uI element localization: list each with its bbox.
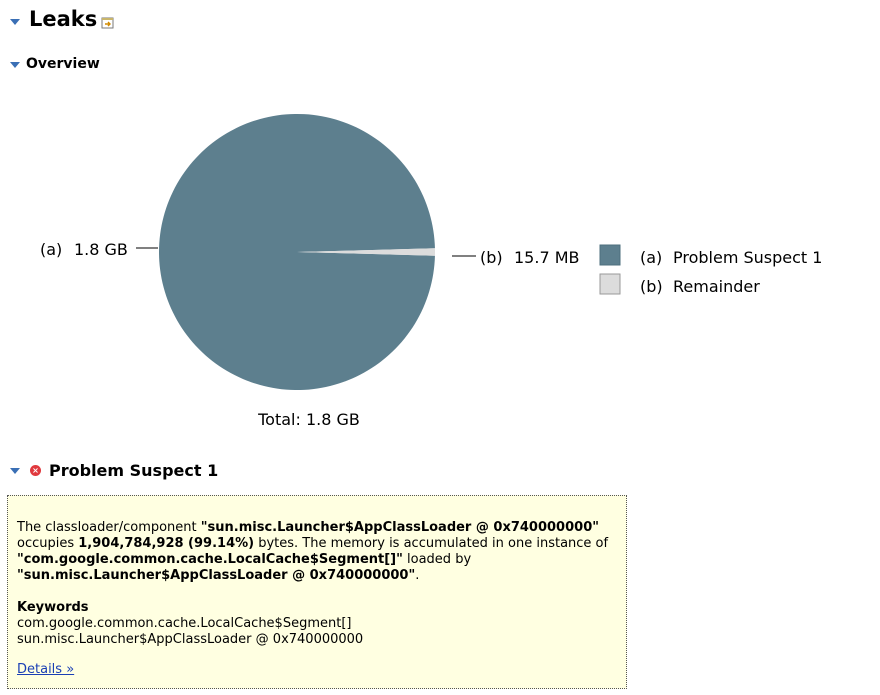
chart-total: Total: 1.8 GB	[257, 410, 360, 429]
slice-label-b-value: 15.7 MB	[514, 248, 580, 267]
pie-chart: (a) 1.8 GB (b) 15.7 MB Total: 1.8 GB (a)…	[40, 113, 822, 429]
section-title-overview: Overview	[26, 56, 100, 72]
keywords-title: Keywords	[17, 600, 89, 615]
legend-letter-b: (b)	[640, 277, 663, 296]
desc-instance-class: "com.google.common.cache.LocalCache$Segm…	[17, 552, 403, 567]
keyword-item: com.google.common.cache.LocalCache$Segme…	[17, 616, 352, 631]
desc-text: occupies	[17, 536, 79, 551]
pie-slice-remainder	[297, 248, 435, 256]
keyword-item: sun.misc.Launcher$AppClassLoader @ 0x740…	[17, 632, 364, 647]
page-title: Leaks	[29, 7, 98, 31]
slice-label-a-value: 1.8 GB	[74, 240, 128, 259]
collapse-overview-icon[interactable]	[10, 62, 20, 68]
desc-loader: "sun.misc.Launcher$AppClassLoader @ 0x74…	[17, 568, 416, 583]
section-title-problem-suspect: Problem Suspect 1	[49, 461, 219, 480]
legend-swatch-a	[599, 244, 621, 266]
details-link[interactable]: Details »	[17, 662, 75, 677]
desc-bytes: 1,904,784,928 (99.14%)	[78, 536, 255, 551]
desc-text: loaded by	[402, 552, 472, 567]
legend-swatch-b	[599, 273, 621, 295]
collapse-leaks-icon[interactable]	[10, 19, 20, 25]
desc-text: The classloader/component	[17, 520, 201, 535]
desc-text: bytes. The memory is accumulated in one …	[254, 536, 609, 551]
legend-label-a: Problem Suspect 1	[673, 248, 822, 267]
slice-label-b-letter: (b)	[480, 248, 503, 267]
error-icon: ×	[30, 465, 41, 476]
collapse-suspect-icon[interactable]	[10, 468, 20, 474]
legend-label-b: Remainder	[673, 277, 760, 296]
legend-letter-a: (a)	[640, 248, 662, 267]
pie-slice-problem-suspect-1	[159, 113, 435, 390]
desc-text: .	[415, 568, 420, 583]
export-report-icon[interactable]	[101, 16, 115, 30]
suspect-description-box: The classloader/component "sun.misc.Laun…	[7, 495, 627, 689]
slice-label-a-letter: (a)	[40, 240, 62, 259]
suspect-description: The classloader/component "sun.misc.Laun…	[17, 520, 621, 584]
desc-classloader: "sun.misc.Launcher$AppClassLoader @ 0x74…	[200, 520, 600, 535]
